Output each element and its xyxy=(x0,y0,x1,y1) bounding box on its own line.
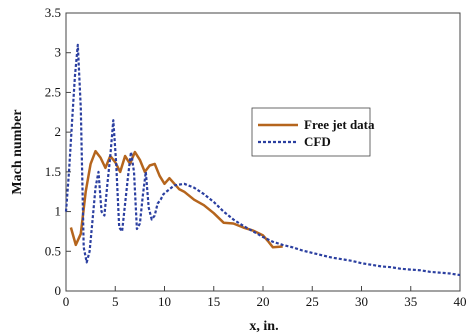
y-tick-label: 1.5 xyxy=(45,164,61,179)
x-tick-label: 30 xyxy=(355,294,368,309)
y-tick-label: 3.5 xyxy=(45,5,61,20)
y-tick-label: 0 xyxy=(55,283,62,298)
legend-box xyxy=(251,107,371,157)
x-tick-label: 35 xyxy=(404,294,417,309)
cfd-series-line xyxy=(64,43,461,277)
y-tick-label: 2.5 xyxy=(45,84,61,99)
legend-label-free-jet: Free jet data xyxy=(304,117,375,132)
y-tick-label: 2 xyxy=(55,124,62,139)
x-axis-title: x, in. xyxy=(249,319,278,334)
plot-area: 0 5 10 15 20 25 30 35 40 0 0.5 1 1.5 2 2.5 3 3.5 xyxy=(45,5,467,309)
legend: Free jet data CFD xyxy=(251,107,375,157)
x-tick-label: 25 xyxy=(306,294,319,309)
legend-label-cfd: CFD xyxy=(304,134,331,149)
free-jet-data-line xyxy=(69,149,283,249)
y-axis-title: Mach number xyxy=(10,109,25,194)
y-tick-label: 3 xyxy=(55,45,62,60)
x-tick-label: 5 xyxy=(112,294,119,309)
x-tick-label: 15 xyxy=(207,294,220,309)
x-tick-label: 40 xyxy=(454,294,467,309)
x-tick-label: 20 xyxy=(257,294,270,309)
y-tick-label: 0.5 xyxy=(45,243,61,258)
y-tick-label: 1 xyxy=(55,204,62,219)
x-tick-label: 10 xyxy=(158,294,171,309)
x-tick-label: 0 xyxy=(63,294,70,309)
